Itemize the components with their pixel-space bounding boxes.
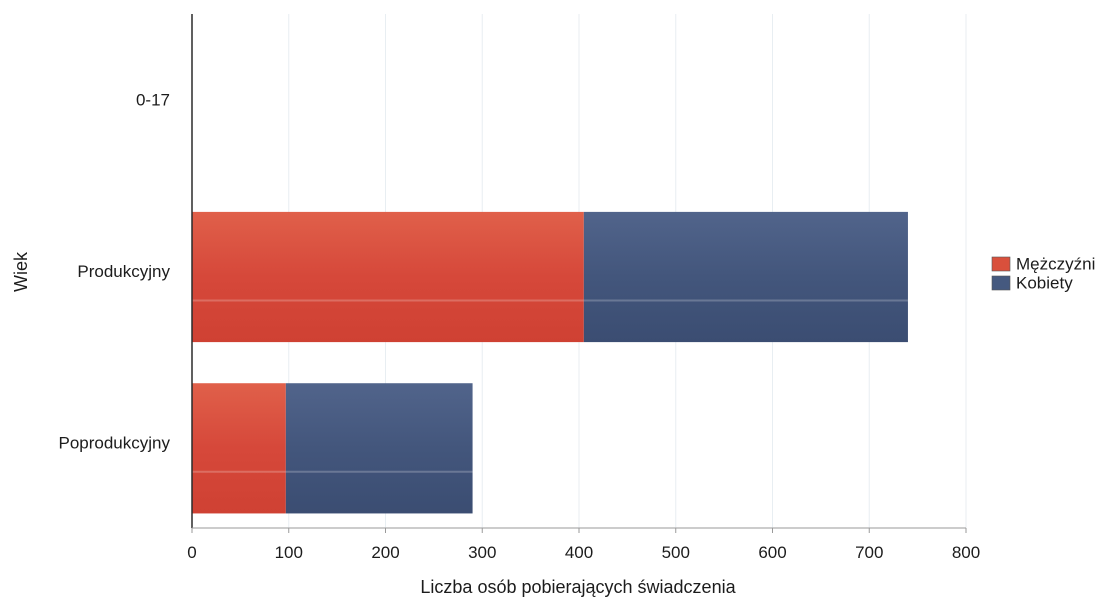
x-tick-label-5: 500 — [662, 543, 690, 562]
legend-label-1: Kobiety — [1016, 274, 1073, 293]
bars — [192, 211, 908, 514]
y-category-labels: 0-17 Produkcyjny Poprodukcyjny — [58, 91, 170, 453]
bar-m-czy-ni-1 — [192, 211, 584, 343]
y-category-label-2: Poprodukcyjny — [58, 433, 170, 452]
axes — [191, 14, 967, 533]
x-tick-label-2: 200 — [371, 543, 399, 562]
y-category-label-1: Produkcyjny — [77, 262, 170, 281]
bar-m-czy-ni-2 — [192, 383, 286, 514]
x-tick-label-1: 100 — [275, 543, 303, 562]
x-tick-label-0: 0 — [187, 543, 196, 562]
x-tick-label-8: 800 — [952, 543, 980, 562]
x-tick-label-3: 300 — [468, 543, 496, 562]
legend-swatch-0 — [991, 256, 1011, 272]
legend-swatch-1 — [991, 275, 1011, 291]
legend-label-0: Mężczyźni — [1016, 255, 1095, 274]
x-tick-label-4: 400 — [565, 543, 593, 562]
bar-kobiety-2 — [285, 383, 473, 514]
x-tick-labels: 0 100 200 300 400 500 600 700 800 — [187, 543, 980, 562]
x-tick-label-7: 700 — [855, 543, 883, 562]
y-category-label-0: 0-17 — [136, 91, 170, 110]
x-tick-label-6: 600 — [758, 543, 786, 562]
bar-kobiety-1 — [583, 211, 908, 343]
x-axis-title: Liczba osób pobierających świadczenia — [420, 577, 736, 597]
y-axis-title: Wiek — [11, 251, 31, 292]
